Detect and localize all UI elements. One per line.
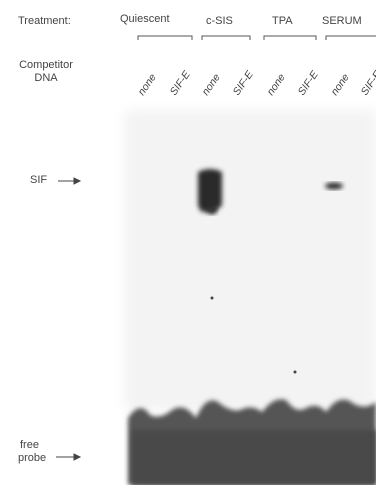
competitor-label: DNA <box>34 72 58 84</box>
group-label: TPA <box>272 15 293 27</box>
gel-background <box>125 110 376 410</box>
free-probe-core <box>132 430 376 485</box>
group-label: Quiescent <box>120 13 170 25</box>
free-probe-label: free <box>20 439 39 451</box>
sif-band <box>198 169 222 212</box>
page: Treatment: Quiescent c-SIS TPA SERUM Com… <box>0 0 376 485</box>
free-probe-label: probe <box>18 452 46 464</box>
treatment-label: Treatment: <box>18 15 71 27</box>
group-label: c-SIS <box>206 15 233 27</box>
sif-label: SIF <box>30 174 47 186</box>
sif-band <box>325 183 343 190</box>
band-smear <box>207 206 217 214</box>
speck <box>294 371 297 374</box>
speck <box>211 297 214 300</box>
competitor-label: Competitor <box>19 59 73 71</box>
gel-figure: Treatment: Quiescent c-SIS TPA SERUM Com… <box>0 0 376 485</box>
group-label: SERUM <box>322 15 362 27</box>
